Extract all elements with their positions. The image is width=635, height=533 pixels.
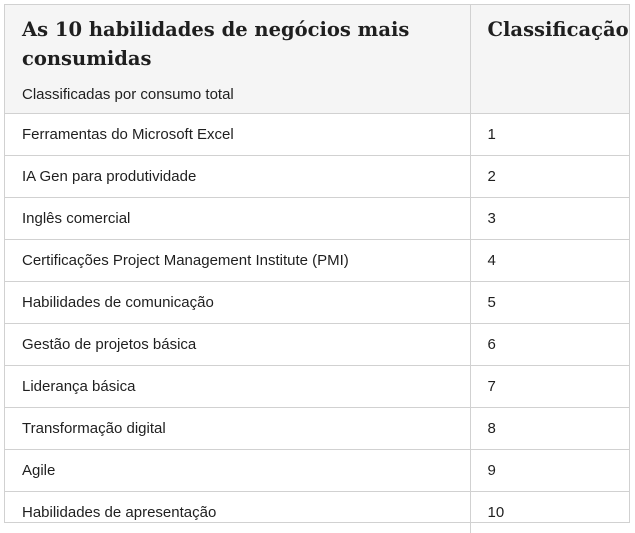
skills-table-container: As 10 habilidades de negócios mais consu… [4, 4, 630, 533]
table-title: As 10 habilidades de negócios mais consu… [22, 18, 410, 70]
table-row: Inglês comercial 3 [5, 196, 629, 240]
header-row: As 10 habilidades de negócios mais consu… [5, 5, 629, 114]
skill-cell: Habilidades de apresentação [5, 490, 471, 533]
table-row: Transformação digital 8 [5, 406, 629, 450]
table-body: Ferramentas do Microsoft Excel 1 IA Gen … [5, 112, 629, 533]
rank-cell: 9 [469, 448, 629, 492]
table-row: Liderança básica 7 [5, 364, 629, 408]
table-row: Habilidades de apresentação 10 [5, 490, 629, 533]
rank-cell: 6 [469, 322, 629, 366]
table-row: IA Gen para produtividade 2 [5, 154, 629, 198]
table-row: Habilidades de comunicação 5 [5, 280, 629, 324]
skills-ranking-table: As 10 habilidades de negócios mais consu… [5, 5, 629, 533]
skill-cell: Liderança básica [5, 364, 471, 408]
rank-cell: 1 [469, 112, 629, 156]
table-row: Agile 9 [5, 448, 629, 492]
table-header: As 10 habilidades de negócios mais consu… [5, 5, 629, 114]
rank-cell: 2 [469, 154, 629, 198]
table-row: Gestão de projetos básica 6 [5, 322, 629, 366]
table-row: Ferramentas do Microsoft Excel 1 [5, 112, 629, 156]
rank-cell: 7 [469, 364, 629, 408]
table-subtitle: Classificadas por consumo total [22, 86, 234, 103]
skill-cell: Gestão de projetos básica [5, 322, 471, 366]
rank-cell: 5 [469, 280, 629, 324]
rank-cell: 4 [469, 238, 629, 282]
skill-cell: Habilidades de comunicação [5, 280, 471, 324]
table-row: Certificações Project Management Institu… [5, 238, 629, 282]
skill-cell: Agile [5, 448, 471, 492]
rank-cell: 3 [469, 196, 629, 240]
rank-column-header: Classificação [487, 18, 629, 41]
skill-cell: Transformação digital [5, 406, 471, 450]
rank-cell: 8 [469, 406, 629, 450]
skill-cell: Inglês comercial [5, 196, 471, 240]
skill-cell: IA Gen para produtividade [5, 154, 471, 198]
rank-cell: 10 [469, 490, 629, 533]
skill-cell: Certificações Project Management Institu… [5, 238, 471, 282]
header-rank-cell: Classificação [469, 5, 629, 114]
header-title-cell: As 10 habilidades de negócios mais consu… [5, 5, 471, 114]
skill-cell: Ferramentas do Microsoft Excel [5, 112, 471, 156]
